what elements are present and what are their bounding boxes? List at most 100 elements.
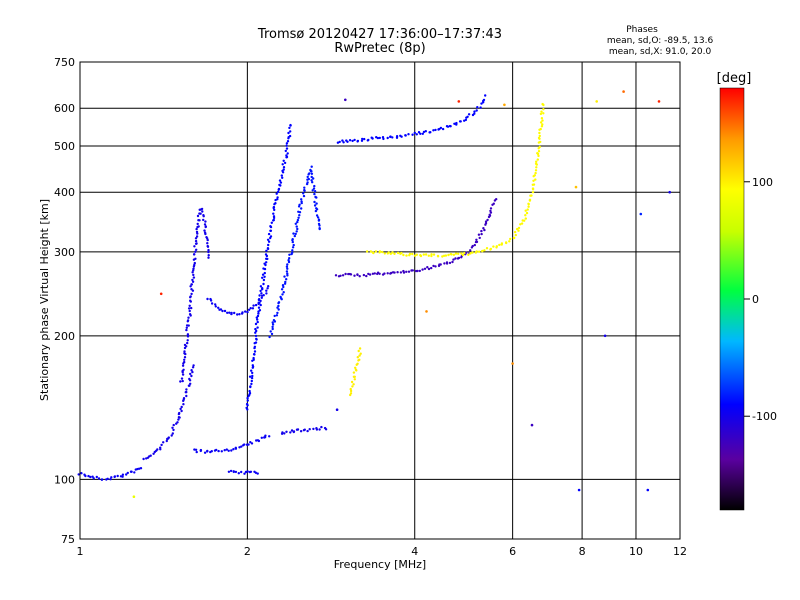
data-point bbox=[276, 196, 279, 199]
data-point bbox=[149, 454, 152, 457]
data-point bbox=[357, 349, 360, 353]
data-point bbox=[352, 383, 355, 386]
data-point bbox=[288, 126, 291, 130]
data-point bbox=[229, 469, 233, 473]
data-point bbox=[269, 330, 272, 333]
data-point bbox=[289, 431, 292, 434]
data-point bbox=[277, 301, 281, 304]
data-point bbox=[207, 248, 210, 252]
data-point bbox=[293, 234, 296, 238]
data-point bbox=[121, 475, 124, 478]
data-point bbox=[247, 308, 251, 311]
data-point bbox=[87, 474, 90, 478]
data-point bbox=[439, 263, 442, 266]
data-point bbox=[419, 132, 422, 135]
data-point bbox=[193, 253, 196, 256]
data-point bbox=[190, 374, 193, 378]
data-point bbox=[393, 271, 396, 274]
data-point bbox=[203, 229, 206, 232]
data-point bbox=[263, 262, 266, 265]
data-point bbox=[193, 245, 196, 248]
data-point bbox=[265, 289, 268, 292]
data-point bbox=[519, 223, 522, 226]
data-point bbox=[189, 372, 192, 376]
data-point bbox=[100, 478, 104, 481]
data-point bbox=[396, 271, 399, 274]
data-point bbox=[533, 174, 536, 177]
data-point bbox=[201, 210, 204, 213]
data-point bbox=[251, 364, 254, 367]
data-point bbox=[197, 219, 200, 222]
data-point bbox=[252, 356, 255, 360]
data-point bbox=[516, 227, 519, 231]
data-point bbox=[480, 232, 483, 236]
data-point bbox=[371, 272, 375, 275]
data-point bbox=[296, 218, 300, 222]
x-tick-label: 4 bbox=[411, 545, 418, 558]
plot-frame bbox=[79, 61, 681, 540]
data-point bbox=[306, 175, 309, 179]
data-point bbox=[407, 270, 411, 273]
data-point bbox=[393, 252, 396, 255]
data-point bbox=[574, 185, 578, 189]
data-point bbox=[310, 170, 313, 173]
data-point bbox=[372, 251, 375, 255]
data-point bbox=[194, 257, 197, 260]
data-point bbox=[535, 166, 538, 169]
data-point bbox=[97, 477, 101, 480]
data-point bbox=[156, 448, 159, 451]
data-point bbox=[492, 245, 495, 248]
data-point bbox=[191, 366, 195, 369]
data-point bbox=[489, 247, 493, 251]
data-point bbox=[247, 443, 250, 446]
data-point bbox=[266, 238, 270, 241]
data-point bbox=[278, 179, 282, 182]
data-point bbox=[449, 125, 452, 128]
data-point bbox=[288, 253, 291, 256]
data-point bbox=[246, 399, 249, 402]
data-point bbox=[248, 389, 251, 393]
data-point bbox=[451, 260, 454, 264]
data-point bbox=[188, 304, 191, 307]
data-point bbox=[259, 285, 263, 288]
data-point bbox=[338, 140, 341, 144]
data-point bbox=[383, 252, 386, 255]
data-point bbox=[203, 223, 207, 226]
data-point bbox=[489, 207, 493, 210]
data-point bbox=[285, 278, 288, 281]
data-point bbox=[269, 229, 273, 232]
data-point bbox=[298, 203, 301, 206]
data-point bbox=[206, 242, 209, 245]
data-point bbox=[478, 236, 481, 240]
data-point bbox=[190, 283, 193, 286]
data-point bbox=[436, 255, 440, 258]
data-point bbox=[178, 411, 181, 415]
data-point bbox=[133, 471, 136, 474]
phases-o-mode: mean, sd,O: -89.5, 13.6 bbox=[607, 36, 714, 46]
data-point bbox=[252, 304, 255, 307]
data-point bbox=[450, 253, 453, 256]
data-point bbox=[483, 228, 486, 232]
data-point bbox=[535, 160, 538, 163]
data-point bbox=[528, 198, 532, 201]
data-point bbox=[249, 307, 252, 310]
data-point bbox=[192, 276, 196, 279]
data-point bbox=[381, 250, 384, 254]
data-point bbox=[509, 237, 512, 241]
data-point bbox=[531, 191, 535, 194]
data-point bbox=[434, 265, 437, 268]
data-point bbox=[367, 272, 370, 276]
data-point bbox=[195, 450, 198, 454]
data-point bbox=[92, 477, 95, 480]
data-point bbox=[359, 352, 362, 355]
data-point bbox=[255, 337, 258, 341]
data-point bbox=[473, 243, 476, 247]
data-point bbox=[360, 139, 364, 142]
data-point bbox=[190, 306, 193, 310]
data-point bbox=[452, 253, 456, 256]
data-point bbox=[315, 196, 318, 199]
data-point bbox=[342, 141, 345, 144]
data-point bbox=[577, 488, 581, 492]
data-point bbox=[486, 218, 489, 222]
